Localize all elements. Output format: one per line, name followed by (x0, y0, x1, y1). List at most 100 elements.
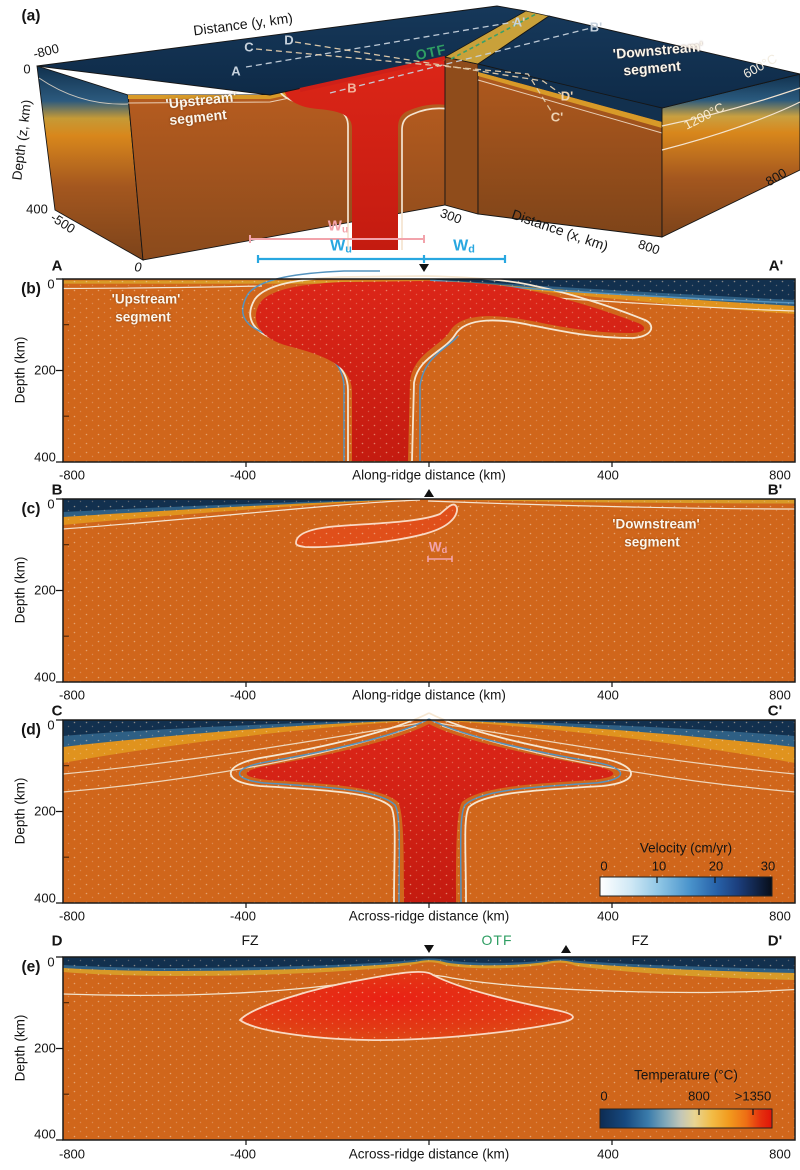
panel-b-region-label: 'Upstream' (111, 291, 181, 307)
panel-e-yticks-minor (63, 1002, 69, 1095)
panel-e-ytick-0: 0 (47, 954, 55, 970)
panel-d-xtick-800: 800 (769, 908, 791, 924)
panel-d-xticks (245, 903, 613, 908)
section-line-DD (294, 41, 562, 95)
panel-b-ytick-200: 200 (34, 362, 56, 378)
panel-c-x-axis-label: Along-ridge distance (km) (352, 687, 506, 703)
wu-wd-blue-bars (256, 255, 507, 263)
panel-e-ytick-200: 200 (34, 1040, 56, 1056)
temperature-tick-800: 800 (688, 1088, 710, 1104)
panel-a-3d-block (36, 5, 800, 272)
isotherm-1200-line (661, 101, 800, 151)
panel-d-x-axis-label: Across-ridge distance (km) (348, 908, 510, 924)
panel-c-yticks-minor (63, 544, 69, 637)
panel-b-xtick--400: -400 (229, 467, 257, 483)
panel-b-marker-right: A' (768, 257, 784, 275)
ridge-marker-triangle-b (419, 264, 429, 272)
section-D-prime: D' (560, 88, 574, 104)
panel-b-yticks-major (56, 278, 63, 463)
block-top-downstream (476, 15, 800, 109)
panel-d-vector-dots (63, 720, 795, 903)
panel-c-region-label: 'Downstream' (612, 516, 700, 532)
section-C: C (244, 39, 254, 55)
panel-c-xtick--800: -800 (58, 687, 86, 703)
panel-c-marker-right: B' (767, 481, 783, 499)
section-A: A (231, 63, 241, 79)
plume-red-3d (283, 54, 470, 251)
panel-b-ytick-400: 400 (34, 449, 56, 465)
panel-d-marker-left: C (51, 702, 63, 720)
panel-c-vector-dots (63, 499, 795, 682)
width-measure-bars (249, 235, 507, 272)
section-B: B (347, 80, 357, 96)
section-lines-dashed (245, 21, 592, 94)
panel-e-xtick--400: -400 (229, 1146, 257, 1162)
panel-e-yticks-major (56, 956, 63, 1141)
temperature-legend-title: Temperature (°C) (634, 1067, 738, 1083)
panel-c-region-label-2: segment (624, 534, 680, 550)
panel-d-xtick--800: -800 (58, 908, 86, 924)
panel-b-vector-dots (63, 279, 795, 462)
downstream-isotherm-line (477, 79, 663, 134)
section-C-prime: C' (550, 109, 564, 125)
temperature-tick-1350: >1350 (734, 1088, 772, 1104)
panel-b-xtick--800: -800 (58, 467, 86, 483)
panel-e-fz-right: FZ (631, 932, 649, 948)
panel-e-xticks (245, 1140, 613, 1145)
velocity-tick-10: 10 (651, 858, 667, 874)
velocity-legend-title: Velocity (cm/yr) (639, 840, 733, 856)
isotherm-600-line (661, 87, 800, 127)
section-line-BB (329, 27, 592, 94)
wu-pink-bar (249, 235, 425, 243)
section-line-AA (245, 21, 515, 68)
wu-blue-label: Wu (330, 237, 352, 256)
panel-b-xtick-400: 400 (597, 467, 619, 483)
panel-c-xtick--400: -400 (229, 687, 257, 703)
panel-c-marker-left: B (51, 481, 63, 499)
ridge-marker-triangle-e-right (561, 945, 571, 953)
tick-z-top: 0 (23, 61, 31, 77)
block-left-face (36, 65, 144, 261)
wu-pink-label: Wu (327, 217, 349, 236)
panel-e-ytick-400: 400 (34, 1126, 56, 1142)
panel-a-tag: (a) (21, 7, 41, 25)
panel-c-wd-annotation: Wd (428, 539, 448, 556)
tick-z-bottom: 400 (26, 201, 48, 217)
velocity-tick-0: 0 (600, 858, 608, 874)
panel-d-section-CC (56, 712, 796, 908)
panel-b-xticks (245, 462, 613, 467)
left-face-isotherm (38, 77, 129, 105)
panel-e-otf-label: OTF (481, 932, 513, 948)
wd-blue-label: Wd (453, 237, 475, 256)
panel-b-tag: (b) (21, 280, 41, 298)
velocity-colorbar (599, 876, 773, 897)
panel-e-marker-right: D' (767, 932, 783, 950)
velocity-tick-20: 20 (708, 858, 724, 874)
panel-e-y-axis-label: Depth (km) (12, 1014, 28, 1082)
panel-e-section-DD (56, 945, 796, 1145)
panel-d-yticks-major (56, 719, 63, 904)
panel-d-marker-right: C' (767, 702, 783, 720)
panel-d-xtick--400: -400 (229, 908, 257, 924)
tick-origin: 0 (134, 259, 142, 275)
panel-c-section-BB (56, 489, 796, 687)
section-lines-dashed-warm (255, 41, 562, 112)
ridge-marker-triangle-e-left (424, 945, 434, 953)
panel-c-xtick-800: 800 (769, 687, 791, 703)
velocity-tick-30: 30 (760, 858, 776, 874)
panel-c-xtick-400: 400 (597, 687, 619, 703)
panel-b-yticks-minor (63, 324, 69, 417)
section-B-prime: B' (589, 19, 603, 35)
panel-c-ytick-0: 0 (47, 496, 55, 512)
velocity-colorbar-ticks (656, 877, 716, 883)
panel-b-ytick-0: 0 (47, 276, 55, 292)
section-line-CC (255, 48, 552, 112)
ridge-axis-red (299, 56, 446, 92)
panel-e-tag: (e) (21, 958, 41, 976)
panel-c-ytick-400: 400 (34, 669, 56, 685)
panel-b-x-axis-label: Along-ridge distance (km) (352, 467, 506, 483)
panel-b-marker-left: A (51, 257, 63, 275)
panel-c-tag: (c) (21, 500, 41, 518)
panel-d-xtick-400: 400 (597, 908, 619, 924)
